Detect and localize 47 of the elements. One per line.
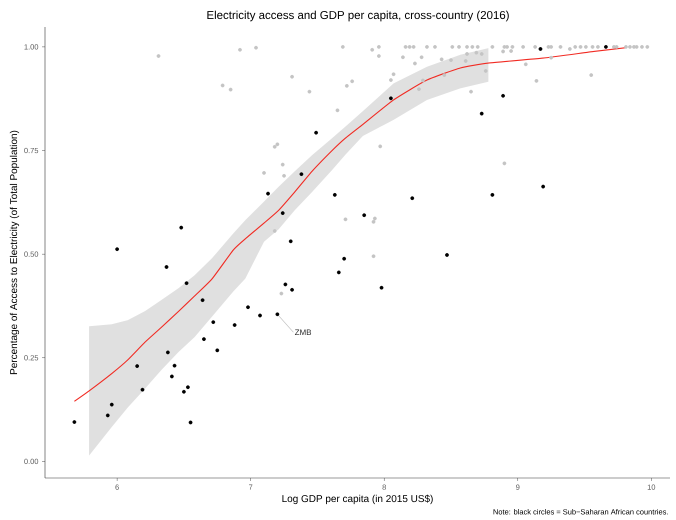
point (110, 402, 114, 407)
point (266, 192, 270, 196)
point (258, 314, 262, 318)
point (490, 192, 494, 197)
point (300, 172, 304, 176)
point (280, 211, 285, 216)
point (288, 239, 293, 244)
point (332, 192, 337, 197)
y-axis-title: Percentage of Access to Electricity (of Total Population) (10, 130, 20, 374)
point (106, 414, 110, 418)
point (342, 256, 346, 261)
point (314, 130, 318, 135)
point (186, 385, 190, 390)
point (501, 94, 505, 98)
x-axis-title: Log GDP per capita (in 2015 US$) (282, 494, 433, 504)
point (140, 388, 144, 392)
point (445, 253, 449, 257)
point (480, 112, 484, 116)
point (388, 96, 393, 100)
point (336, 270, 341, 274)
chart-title: Electricity access and GDP per capita, cross-country (2016) (207, 10, 509, 22)
point (538, 47, 542, 51)
point (541, 184, 546, 188)
point (166, 350, 170, 354)
point (135, 364, 140, 368)
point (164, 265, 168, 269)
point (215, 348, 220, 352)
point (188, 420, 192, 424)
point (246, 305, 250, 310)
point (172, 364, 176, 368)
point (283, 282, 288, 286)
point (202, 337, 206, 342)
point (179, 226, 184, 230)
point (362, 213, 366, 218)
point (72, 420, 76, 424)
point (184, 281, 188, 286)
point (290, 288, 294, 292)
point (604, 44, 608, 49)
point (115, 247, 120, 252)
point (170, 374, 174, 378)
point (200, 298, 204, 302)
point (410, 196, 414, 200)
point (275, 312, 280, 316)
point (380, 286, 384, 290)
point (232, 323, 237, 327)
point (182, 390, 186, 394)
point (211, 320, 216, 324)
